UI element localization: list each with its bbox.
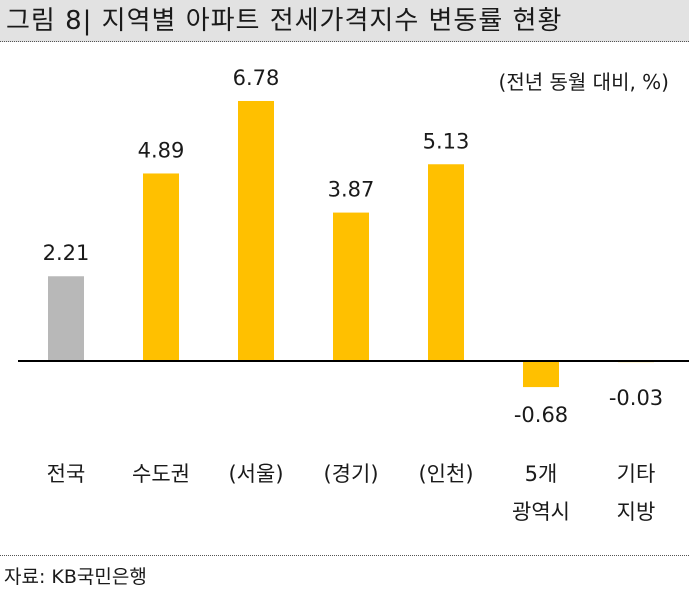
bar [238,100,274,361]
bar [48,276,84,361]
category-label: 광역시 [512,500,570,524]
data-label: 5.13 [423,129,470,153]
category-label: (인천) [418,462,473,486]
bar [523,361,559,388]
category-label: 전국 [47,462,86,486]
category-label: 5개 [525,462,558,486]
chart-title: 그림 8| 지역별 아파트 전세가격지수 변동률 현황 [6,6,563,36]
data-label: -0.03 [609,386,663,410]
unit-label: (전년 동월 대비, %) [498,70,669,94]
category-label: (서울) [228,462,283,486]
bar [428,164,464,361]
data-label: 2.21 [43,241,90,265]
data-label: 4.89 [138,138,185,162]
category-label: 지방 [617,500,656,524]
category-label: 수도권 [132,462,190,486]
category-label: (경기) [323,462,378,486]
source-divider [0,555,689,556]
title-bar: 그림 8| 지역별 아파트 전세가격지수 변동률 현황 [0,0,689,42]
source-note: 자료: KB국민은행 [4,566,147,588]
bar [333,212,369,361]
category-label: 기타 [617,462,656,486]
bar [143,173,179,361]
data-label: 3.87 [328,178,375,202]
data-label: 6.78 [233,66,280,90]
data-label: -0.68 [514,403,568,427]
